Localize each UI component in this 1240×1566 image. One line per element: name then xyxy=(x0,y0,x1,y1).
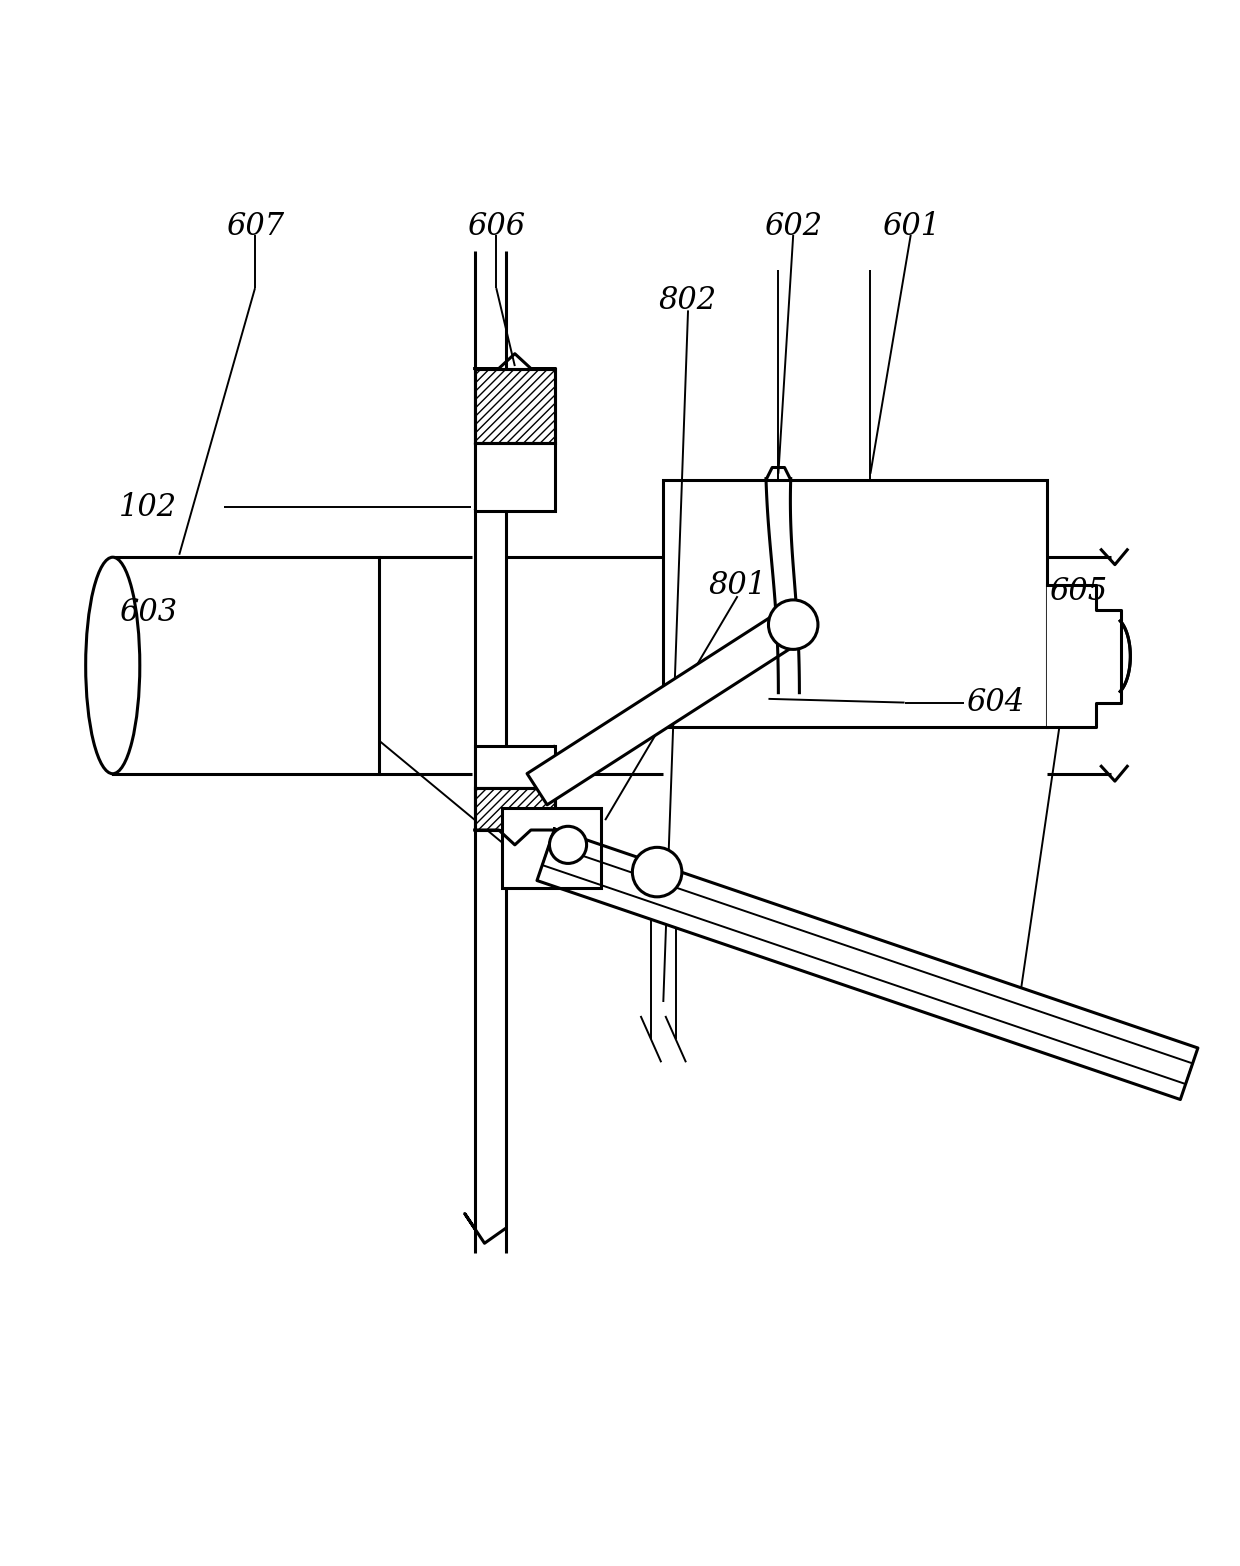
Text: 605: 605 xyxy=(1049,576,1107,606)
Bar xyxy=(502,808,601,888)
Bar xyxy=(475,443,556,511)
Text: 604: 604 xyxy=(966,687,1024,719)
Bar xyxy=(475,368,556,443)
Bar xyxy=(475,368,556,443)
Polygon shape xyxy=(1047,586,1121,727)
Circle shape xyxy=(769,600,818,650)
Bar xyxy=(475,788,556,830)
Text: 606: 606 xyxy=(467,211,526,241)
Bar xyxy=(113,557,378,774)
Bar xyxy=(475,788,556,830)
Text: 801: 801 xyxy=(708,570,766,600)
Circle shape xyxy=(632,847,682,897)
Circle shape xyxy=(549,827,587,863)
Text: 102: 102 xyxy=(119,492,177,523)
Text: 607: 607 xyxy=(226,211,284,241)
Text: 601: 601 xyxy=(882,211,940,241)
Bar xyxy=(663,479,1047,727)
Ellipse shape xyxy=(86,557,140,774)
Polygon shape xyxy=(537,828,1198,1099)
Text: 802: 802 xyxy=(658,285,717,316)
Bar xyxy=(475,745,556,788)
Polygon shape xyxy=(527,609,804,805)
Text: 602: 602 xyxy=(764,211,822,241)
Text: 603: 603 xyxy=(119,597,177,628)
